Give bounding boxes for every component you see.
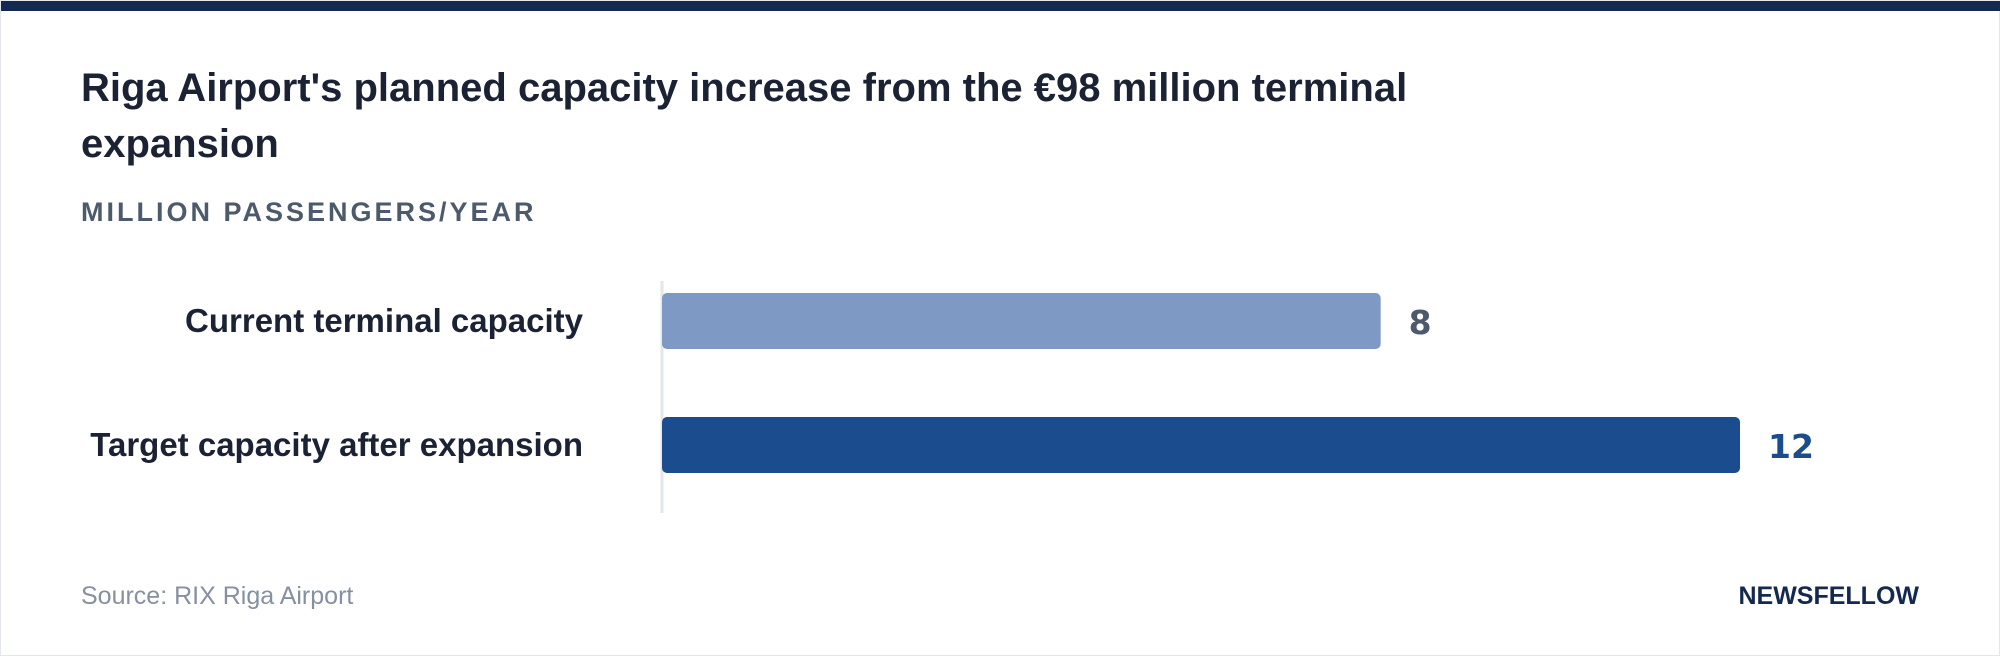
- value-label: 12: [1768, 427, 1814, 466]
- value-label: 8: [1409, 303, 1432, 342]
- chart-subtitle: MILLION PASSENGERS/YEAR: [81, 197, 537, 227]
- category-label: Target capacity after expansion: [90, 426, 583, 463]
- chart-title: Riga Airport's planned capacity increase…: [81, 66, 1408, 166]
- bar: [662, 293, 1381, 349]
- bar: [662, 417, 1740, 473]
- accent-bar: [1, 1, 2000, 11]
- category-label: Current terminal capacity: [185, 302, 584, 339]
- brand-logo: NEWSFELLOW: [1738, 582, 1919, 610]
- bar-chart: Current terminal capacity 8 Target capacit…: [90, 281, 1814, 513]
- bars-layer: Current terminal capacity 8 Target capacit…: [90, 293, 1814, 473]
- source-note: Source: RIX Riga Airport: [81, 582, 354, 610]
